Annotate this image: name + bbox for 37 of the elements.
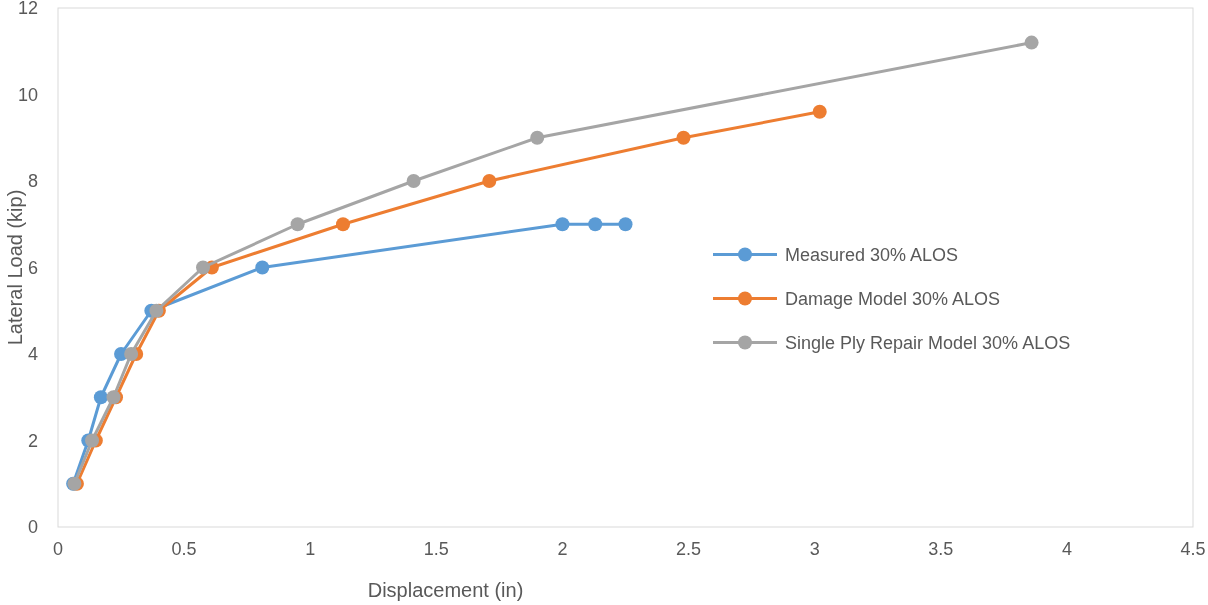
point — [530, 130, 545, 145]
x-tick-label: 1 — [305, 539, 316, 559]
y-tick-label: 2 — [27, 430, 38, 451]
x-tick-label: 3.5 — [928, 539, 954, 559]
point — [406, 174, 421, 188]
point — [290, 217, 305, 232]
y-axis-title: Lateral Load (kip) — [4, 189, 26, 346]
x-tick-label: 3 — [809, 539, 820, 559]
y-tick-label: 8 — [27, 171, 38, 191]
x-tick-label: 2 — [557, 539, 568, 559]
point — [255, 260, 270, 275]
point — [93, 390, 108, 405]
point — [482, 174, 497, 188]
x-tick-label: 2.5 — [676, 539, 702, 559]
point — [336, 217, 351, 232]
y-tick-label: 10 — [17, 84, 38, 105]
point — [676, 130, 691, 145]
x-tick-label: 0 — [52, 539, 64, 559]
x-tick-label: 4.5 — [1180, 539, 1206, 559]
point — [588, 217, 603, 232]
y-tick-label: 0 — [27, 517, 38, 537]
point — [618, 217, 633, 232]
legend-label: Single Ply Repair Model 30% ALOS — [785, 332, 1071, 353]
x-axis-title: Displacement (in) — [367, 579, 524, 601]
x-tick-label: 0.5 — [171, 539, 197, 559]
x-tick-label: 1.5 — [423, 539, 449, 559]
point — [555, 217, 570, 232]
y-tick-label: 12 — [17, 0, 38, 18]
point — [812, 104, 827, 119]
y-tick-label: 6 — [27, 257, 38, 278]
point — [1024, 35, 1039, 50]
point — [196, 260, 211, 275]
legend-label: Measured 30% ALOS — [785, 244, 959, 265]
x-tick-label: 4 — [1061, 539, 1072, 559]
y-tick-label: 4 — [27, 344, 38, 364]
legend-label: Damage Model 30% ALOS — [785, 288, 1001, 309]
point — [124, 347, 139, 361]
